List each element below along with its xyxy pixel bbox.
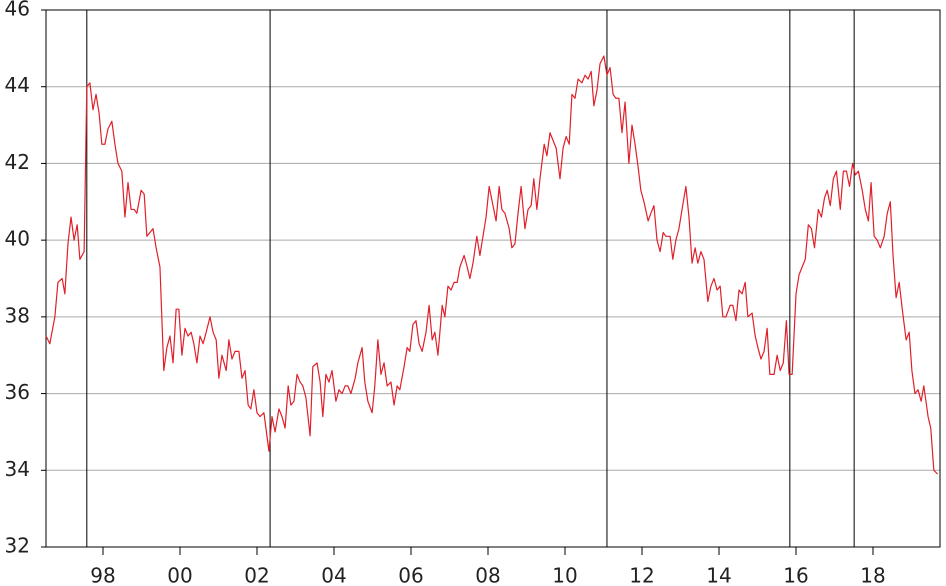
x-tick-label: 02 bbox=[244, 564, 269, 586]
x-tick-label: 14 bbox=[706, 564, 731, 586]
x-tick-label: 18 bbox=[860, 564, 885, 586]
x-tick-label: 16 bbox=[783, 564, 808, 586]
x-tick-label: 12 bbox=[629, 564, 654, 586]
line-series bbox=[45, 55, 939, 475]
y-tick-label: 38 bbox=[5, 303, 30, 327]
y-tick-label: 36 bbox=[5, 380, 30, 404]
x-tick-label: 10 bbox=[552, 564, 577, 586]
plot-frame bbox=[45, 9, 941, 548]
y-tick-label: 40 bbox=[5, 227, 30, 251]
x-tick-label: 08 bbox=[475, 564, 500, 586]
y-tick-label: 34 bbox=[5, 457, 30, 481]
y-tick-label: 42 bbox=[5, 150, 30, 174]
x-tick-label: 00 bbox=[167, 564, 192, 586]
y-tick-label: 32 bbox=[5, 534, 30, 558]
x-tick-label: 06 bbox=[398, 564, 423, 586]
y-tick-label: 46 bbox=[5, 0, 30, 21]
y-tick-label: 44 bbox=[5, 73, 30, 97]
x-tick-label: 04 bbox=[321, 564, 346, 586]
x-tick-label: 98 bbox=[90, 564, 115, 586]
